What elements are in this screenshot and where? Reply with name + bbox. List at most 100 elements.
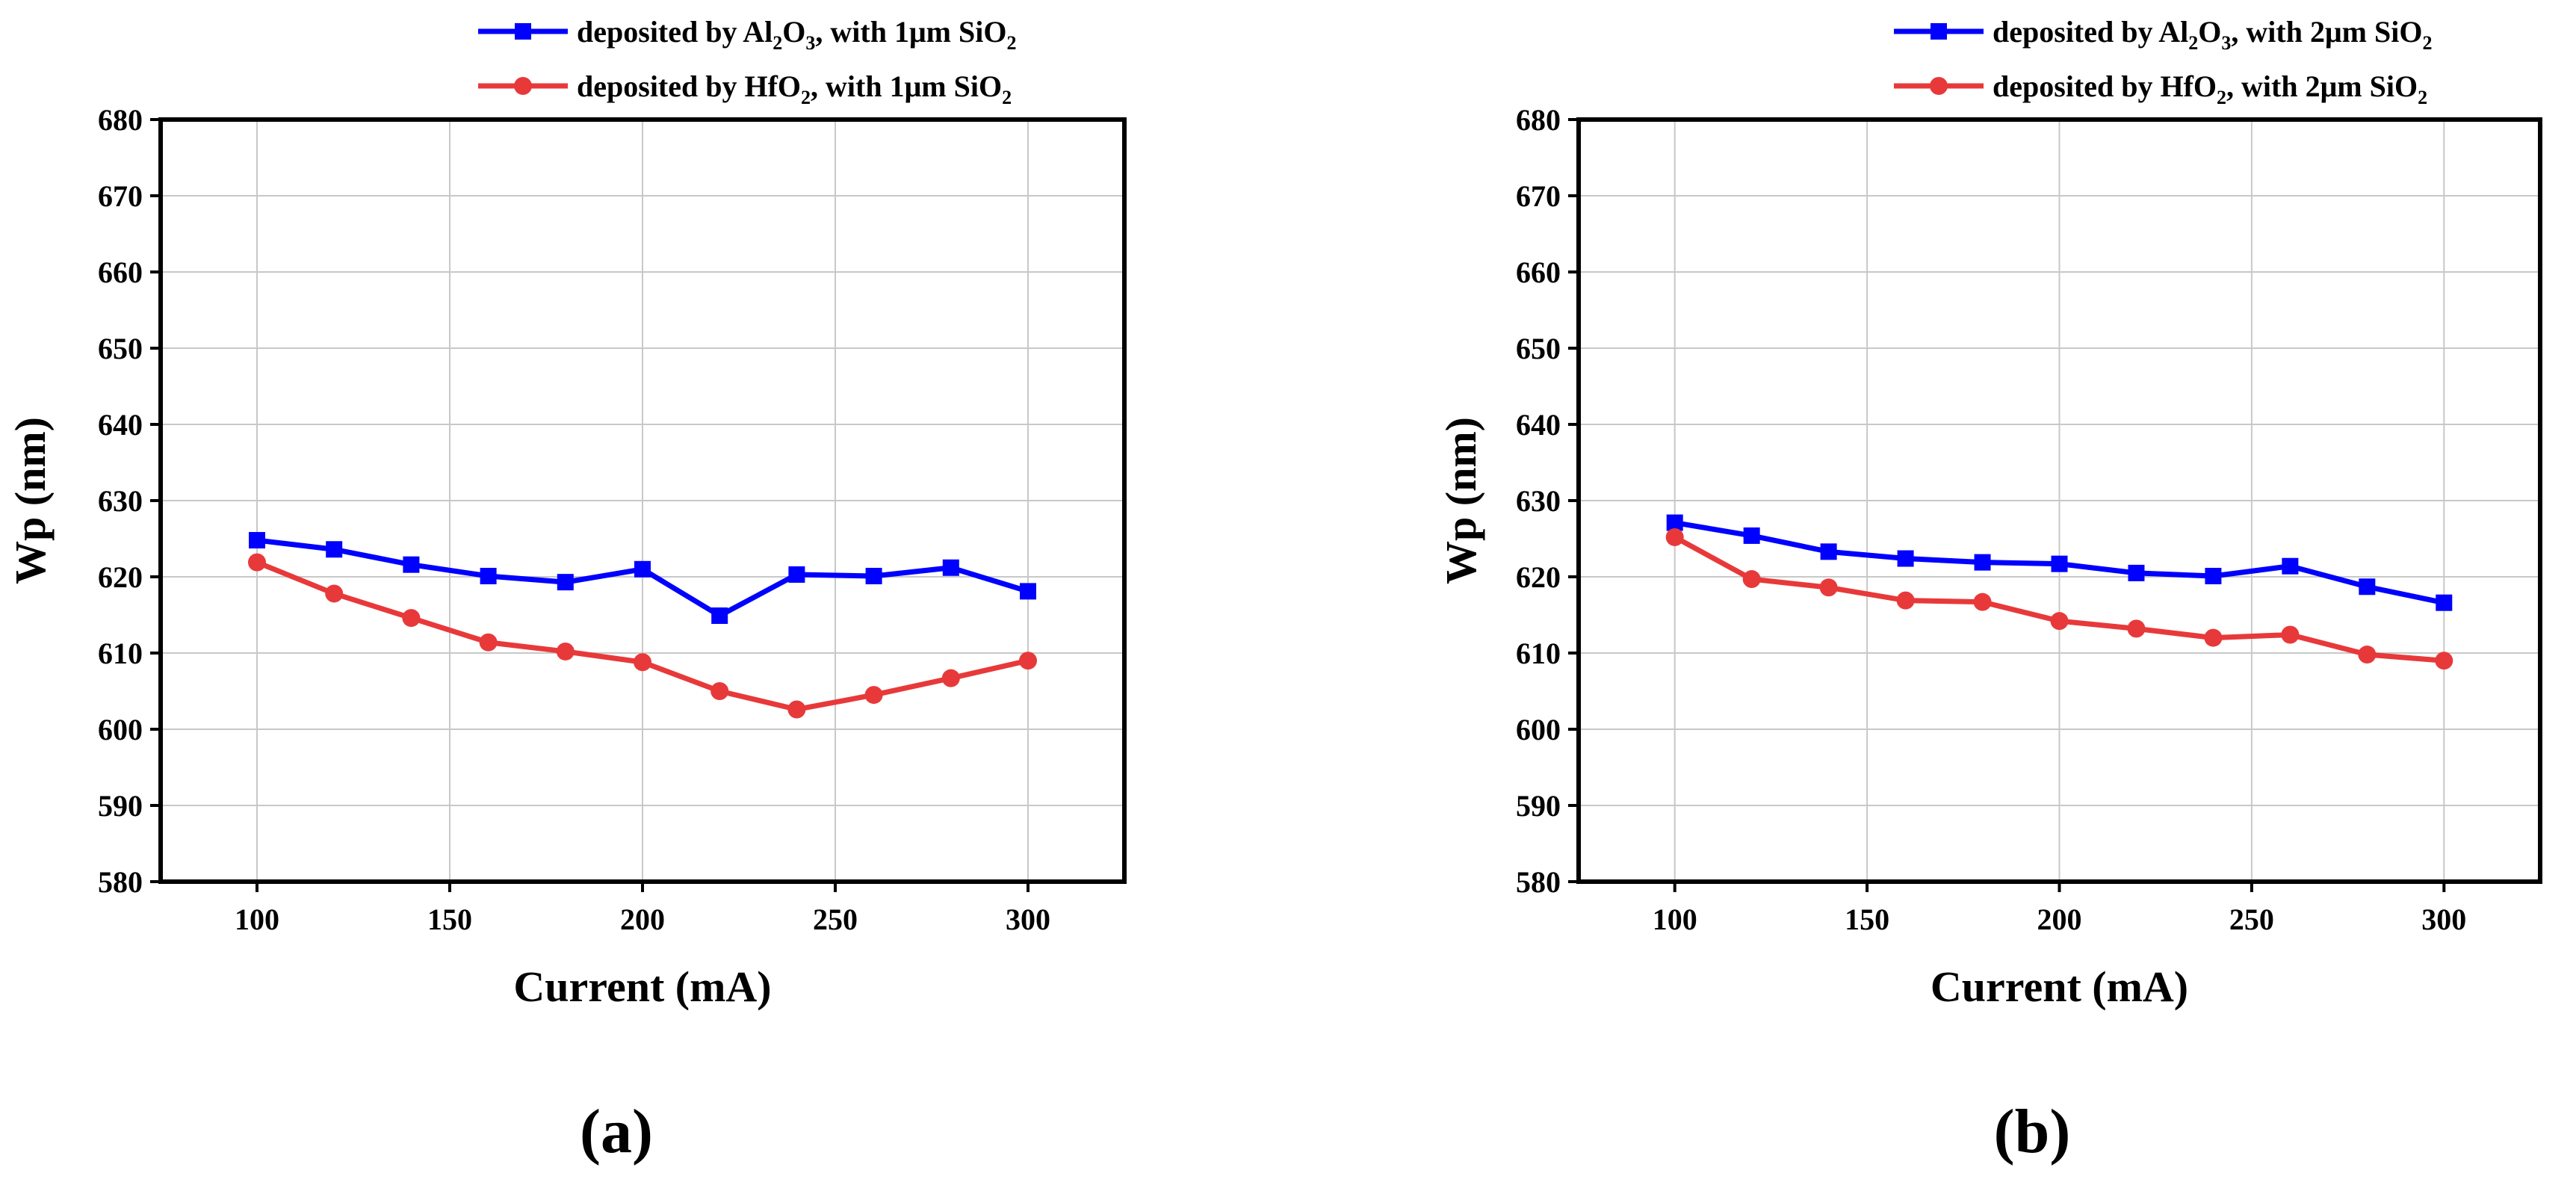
x-tick-label: 300 xyxy=(2421,903,2466,936)
panel-label: (a) xyxy=(580,1097,653,1166)
legend-text: , with 2μm SiO xyxy=(2231,15,2422,49)
legend-subscript: 3 xyxy=(805,32,815,54)
legend-text: deposited by Al xyxy=(1993,15,2188,49)
y-tick-label: 610 xyxy=(1516,637,1561,670)
y-tick-label: 640 xyxy=(98,408,143,442)
data-point xyxy=(711,607,728,625)
legend-entry: deposited by Al2O3, with 1μm SiO2 xyxy=(478,15,1016,54)
legend-subscript: 2 xyxy=(801,87,811,108)
data-point xyxy=(634,560,651,578)
legend-label: deposited by HfO2, with 2μm SiO2 xyxy=(1993,69,2427,108)
data-point xyxy=(1820,543,1837,560)
legend-subscript: 2 xyxy=(2188,32,2198,54)
data-point xyxy=(634,653,651,672)
data-point xyxy=(1973,593,1992,611)
data-point xyxy=(2282,557,2299,575)
data-point xyxy=(941,669,960,687)
data-point xyxy=(2436,594,2453,611)
series-hfo2 xyxy=(248,553,1037,719)
y-tick-label: 590 xyxy=(1516,789,1561,823)
data-point xyxy=(1819,578,1838,597)
legend-subscript: 2 xyxy=(773,32,782,54)
data-point xyxy=(1666,514,1683,531)
y-axis-label: Wp (nm) xyxy=(6,417,55,584)
data-point xyxy=(2359,578,2376,595)
data-point xyxy=(2358,646,2377,664)
x-tick-label: 200 xyxy=(2037,903,2082,936)
x-tick-label: 150 xyxy=(1845,903,1889,936)
grid xyxy=(161,119,1124,882)
y-tick-label: 650 xyxy=(98,332,143,365)
legend-entry: deposited by HfO2, with 1μm SiO2 xyxy=(478,69,1012,108)
legend-entry: deposited by Al2O3, with 2μm SiO2 xyxy=(1894,15,2432,54)
y-axis-label: Wp (nm) xyxy=(1437,417,1485,584)
legend-marker xyxy=(1931,23,1947,40)
y-tick-label: 660 xyxy=(98,256,143,289)
legend-subscript: 2 xyxy=(2422,32,2432,54)
legend-text: deposited by Al xyxy=(577,15,773,49)
legend-marker xyxy=(515,23,531,40)
y-tick-label: 620 xyxy=(98,560,143,594)
x-tick-label: 300 xyxy=(1006,903,1050,936)
data-point xyxy=(1896,591,1915,610)
legend-subscript: 3 xyxy=(2221,32,2231,54)
data-point xyxy=(556,642,575,660)
data-point xyxy=(2128,564,2145,581)
data-point xyxy=(249,532,265,549)
data-point xyxy=(403,556,420,573)
data-point xyxy=(480,567,497,584)
y-tick-label: 630 xyxy=(1516,484,1561,518)
y-tick-label: 630 xyxy=(98,484,143,518)
legend-marker xyxy=(514,77,532,95)
data-point xyxy=(1897,550,1914,567)
data-point xyxy=(710,682,729,700)
data-point xyxy=(557,574,574,591)
data-point xyxy=(1019,652,1037,670)
legend-text: deposited by HfO xyxy=(577,69,801,103)
data-point xyxy=(248,553,266,572)
legend-text: , with 1μm SiO xyxy=(815,15,1006,49)
legend-text: , with 2μm SiO xyxy=(2226,69,2418,103)
legend-text: O xyxy=(782,15,805,49)
x-tick-label: 150 xyxy=(427,903,472,936)
y-tick-label: 650 xyxy=(1516,332,1561,365)
data-point xyxy=(1742,570,1761,589)
data-point xyxy=(865,567,882,584)
y-tick-label: 610 xyxy=(98,637,143,670)
legend-subscript: 2 xyxy=(2418,87,2427,108)
data-point xyxy=(787,700,806,719)
legend-label: deposited by HfO2, with 1μm SiO2 xyxy=(577,69,1012,108)
x-tick-label: 100 xyxy=(235,903,279,936)
data-point xyxy=(2205,567,2222,584)
y-tick-label: 580 xyxy=(98,865,143,899)
y-tick-label: 590 xyxy=(98,789,143,823)
data-point xyxy=(1743,527,1760,544)
legend: deposited by Al2O3, with 2μm SiO2deposit… xyxy=(1894,15,2432,108)
x-axis-label: Current (mA) xyxy=(1931,962,2188,1011)
data-point xyxy=(325,584,344,603)
x-axis-label: Current (mA) xyxy=(513,962,771,1011)
series-hfo2 xyxy=(1665,528,2453,670)
legend-subscript: 2 xyxy=(1002,87,1012,108)
data-point xyxy=(1020,583,1036,600)
y-tick-label: 580 xyxy=(1516,865,1561,899)
data-point xyxy=(1665,528,1684,546)
legend: deposited by Al2O3, with 1μm SiO2deposit… xyxy=(478,15,1016,108)
legend-marker xyxy=(1930,77,1948,95)
data-point xyxy=(402,609,421,628)
chart-panel-a: 580 590 600 610 620 630 640 650 660 670 680 100 150 2… xyxy=(6,15,1127,1166)
y-tick-label: 660 xyxy=(1516,256,1561,289)
data-point xyxy=(864,686,883,705)
legend-text: , with 1μm SiO xyxy=(811,69,1002,103)
chart-panel-b: 580 590 600 610 620 630 640 650 660 670 680 100 150 2… xyxy=(1437,15,2542,1166)
data-point xyxy=(2281,625,2300,644)
plot-frame xyxy=(1576,117,2542,884)
x-tick-label: 100 xyxy=(1653,903,1697,936)
x-tick-label: 250 xyxy=(2229,903,2274,936)
y-tick-label: 600 xyxy=(1516,713,1561,746)
x-tick-label: 250 xyxy=(813,903,858,936)
data-point xyxy=(2204,628,2223,647)
data-point xyxy=(942,559,959,576)
series-al2o3 xyxy=(249,532,1036,625)
